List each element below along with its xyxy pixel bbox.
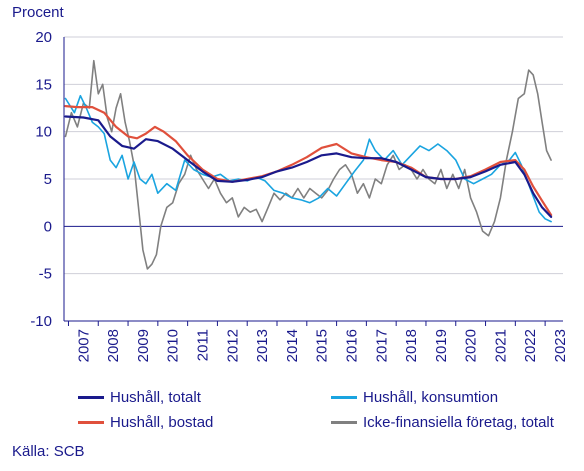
x-tick-label: 2010 xyxy=(165,329,182,362)
x-tick-label: 2020 xyxy=(463,329,480,362)
series-lines xyxy=(64,59,553,270)
x-tick-label: 2017 xyxy=(373,329,390,362)
x-tick-label: 2008 xyxy=(105,329,122,362)
y-tick-label: -10 xyxy=(30,313,52,330)
x-tick-label: 2023 xyxy=(552,329,569,362)
x-tick-label: 2007 xyxy=(75,329,92,362)
series-line-hushåll-bostad xyxy=(64,105,553,217)
y-tick-label: 20 xyxy=(35,29,52,46)
x-tick-label: 2021 xyxy=(492,329,509,362)
y-tick-label: 10 xyxy=(35,124,52,141)
y-tick-label: -5 xyxy=(39,266,52,283)
x-tick-label: 2022 xyxy=(522,329,539,362)
y-tick-labels: -10 -5 0 5 10 15 20 xyxy=(30,29,52,330)
source-note: Källa: SCB xyxy=(12,443,85,460)
x-tick-label: 2009 xyxy=(135,329,152,362)
x-tick-label: 2018 xyxy=(403,329,420,362)
y-tick-label: 5 xyxy=(44,171,52,188)
y-axis-label: Procent xyxy=(12,4,64,21)
axes xyxy=(63,37,563,326)
series-line-hushåll-totalt xyxy=(64,115,553,218)
y-tick-label: 0 xyxy=(44,218,52,235)
x-tick-label: 2015 xyxy=(314,329,331,362)
x-tick-labels: 2007 2008 2009 2010 2011 2012 2013 2014 2015 2016… xyxy=(75,329,569,362)
x-tick-label: 2013 xyxy=(254,329,271,362)
x-tick-label: 2012 xyxy=(224,329,241,362)
series-line-icke-finansiella-företag-totalt xyxy=(64,59,552,270)
y-tick-label: 15 xyxy=(35,76,52,93)
x-tick-label: 2019 xyxy=(433,329,450,362)
x-tick-label: 2011 xyxy=(195,329,212,361)
series-line-hushåll-konsumtion xyxy=(64,94,552,223)
x-tick-label: 2014 xyxy=(284,329,301,362)
x-tick-label: 2016 xyxy=(343,329,360,362)
grid xyxy=(64,36,563,322)
